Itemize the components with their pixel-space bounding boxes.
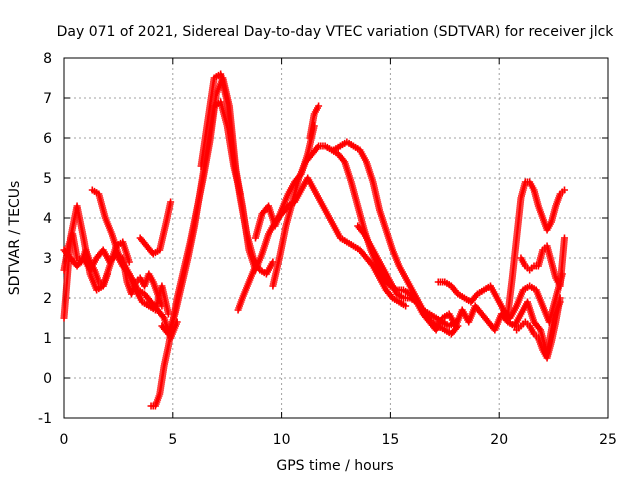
data-point: [402, 302, 410, 310]
series-track-j: [234, 262, 259, 314]
y-tick-label: 8: [43, 51, 52, 67]
plot-frame: [63, 57, 609, 419]
x-axis-ticks: 0 5 10 15 20 25: [60, 58, 617, 448]
series-track-s: [513, 294, 564, 362]
series-track-c: [60, 230, 112, 290]
series-track-f: [136, 198, 175, 258]
series-track-q: [504, 178, 568, 318]
y-tick-label: -1: [38, 411, 52, 427]
x-tick-label: 0: [60, 432, 69, 448]
chart-title: Day 071 of 2021, Sidereal Day-to-day VTE…: [57, 24, 615, 40]
y-tick-label: 4: [43, 211, 52, 227]
data-point: [556, 294, 564, 302]
data-point: [251, 262, 259, 270]
series-track-l: [306, 102, 323, 142]
data-point: [315, 102, 323, 110]
x-tick-label: 5: [168, 432, 177, 448]
y-tick-label: 1: [43, 331, 52, 347]
y-tick-label: 2: [43, 291, 52, 307]
y-axis-label: SDTVAR / TECUs: [7, 181, 23, 296]
data-point: [104, 270, 112, 278]
x-tick-label: 25: [599, 432, 617, 448]
data-point: [167, 198, 175, 206]
y-tick-label: 6: [43, 131, 52, 147]
y-tick-label: 5: [43, 171, 52, 187]
data-point: [560, 234, 568, 242]
series-track-e: [119, 254, 166, 310]
x-tick-label: 10: [273, 432, 291, 448]
series-track-n: [330, 138, 462, 338]
grid-lines: [64, 58, 608, 418]
series-track-o: [354, 222, 564, 358]
x-axis-label: GPS time / hours: [276, 458, 393, 474]
y-tick-label: 7: [43, 91, 52, 107]
data-point: [158, 302, 166, 310]
x-tick-label: 20: [490, 432, 508, 448]
x-tick-label: 15: [381, 432, 399, 448]
y-tick-label: 0: [43, 371, 52, 387]
series-track-i: [197, 70, 277, 278]
data-point: [560, 186, 568, 194]
data-points: [60, 70, 568, 410]
series-track-r: [517, 234, 568, 290]
y-tick-label: 3: [43, 251, 52, 267]
